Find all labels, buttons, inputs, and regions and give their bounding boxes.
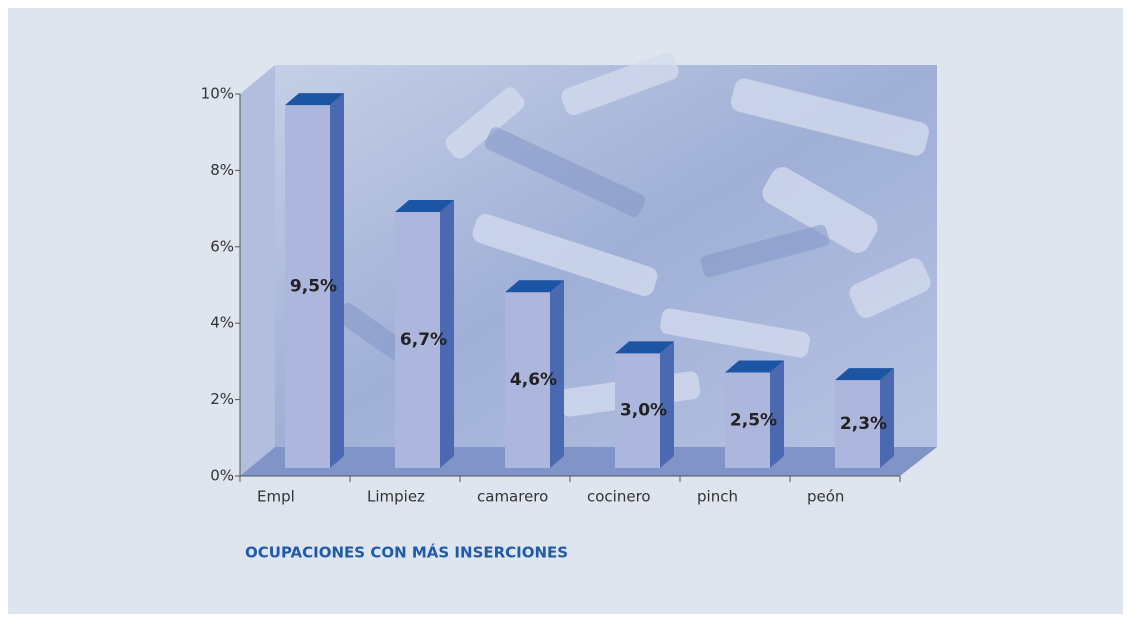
x-tick-label: cocinero	[587, 488, 651, 506]
y-tick-label: 10%	[201, 85, 234, 103]
bar-top	[505, 280, 564, 293]
background-photo	[275, 52, 937, 447]
bar	[725, 372, 770, 468]
y-tick-label: 8%	[210, 161, 234, 179]
bar	[395, 212, 440, 468]
bar-side	[880, 368, 894, 468]
bar-side	[440, 200, 454, 468]
bar-side	[330, 93, 344, 468]
x-tick-label: Empl	[257, 488, 295, 506]
bar	[505, 292, 550, 468]
bar-top	[285, 93, 344, 106]
bar-top	[395, 200, 454, 213]
value-label: 2,5%	[730, 410, 777, 430]
floor	[240, 447, 937, 476]
y-tick-label: 6%	[210, 237, 234, 255]
plot: 0% 2% 4% 6% 8% 10% 9,5% Empl 6,7% Limpiez 4,6% cama…	[201, 85, 901, 506]
y-tick-label: 4%	[210, 314, 234, 332]
value-label: 4,6%	[510, 370, 557, 390]
bar	[615, 353, 660, 468]
chart-title: OCUPACIONES CON MÁS INSERCIONES	[245, 543, 568, 562]
bar	[285, 105, 330, 468]
y-tick-label: 0%	[210, 467, 234, 485]
x-tick-label: Limpiez	[367, 488, 425, 506]
x-tick-label: camarero	[477, 488, 548, 506]
bar-side	[660, 341, 674, 468]
value-label: 2,3%	[840, 414, 887, 434]
bar-top	[835, 368, 894, 381]
bar-side	[550, 280, 564, 468]
value-label: 3,0%	[620, 401, 667, 421]
bar-top	[725, 360, 784, 373]
x-tick-label: pinch	[697, 488, 738, 506]
y-tick-label: 2%	[210, 390, 234, 408]
side-wall	[240, 65, 275, 476]
value-label: 9,5%	[290, 277, 337, 297]
bar-side	[770, 360, 784, 468]
x-tick-label: peón	[807, 488, 844, 506]
value-label: 6,7%	[400, 330, 447, 350]
bar	[835, 380, 880, 468]
bar-top	[615, 341, 674, 354]
